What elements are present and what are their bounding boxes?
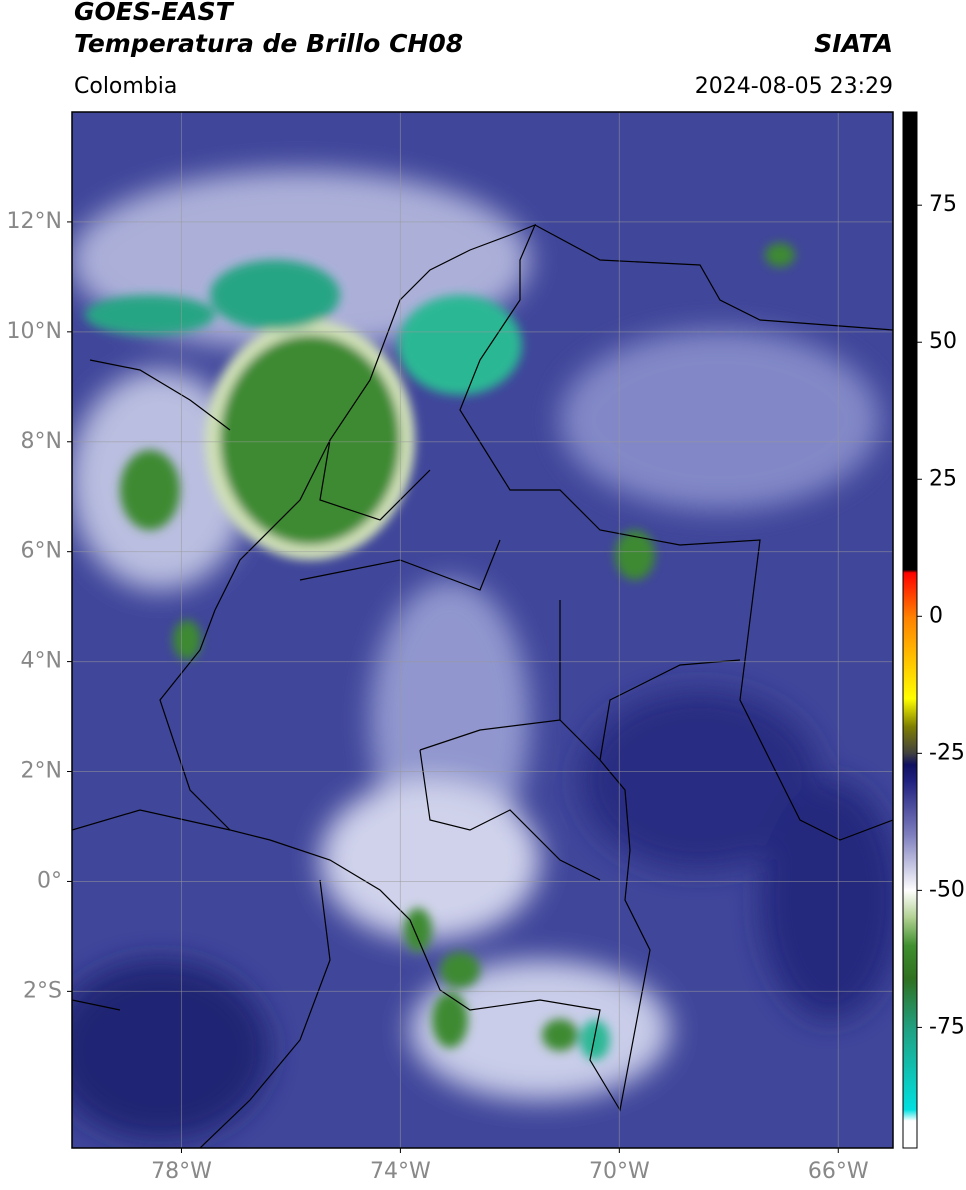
colorbar-segment <box>903 835 917 891</box>
colorbar-segment <box>903 764 917 782</box>
datetime: 2024-08-05 23:29 <box>695 74 893 99</box>
colorbar-segment <box>903 780 917 837</box>
colorbar-segment <box>903 1109 917 1122</box>
lon-tick-label: 70°W <box>589 1159 650 1184</box>
lat-tick-label: 12°N <box>7 209 62 234</box>
lat-tick-label: 2°S <box>23 978 62 1003</box>
map-frame <box>71 111 894 1149</box>
colorbar-segment <box>903 978 917 1028</box>
colorbar-tick-label: -75 <box>929 1014 965 1039</box>
colorbar-tick-label: 25 <box>929 466 957 491</box>
colorbar-segment <box>903 753 917 765</box>
lon-tick-label: 78°W <box>151 1159 212 1184</box>
colorbar-segment <box>903 890 917 919</box>
region: Colombia <box>74 74 177 99</box>
lat-tick-label: 2°N <box>21 759 62 784</box>
colorbar-segment <box>903 945 917 979</box>
satellite-image <box>72 112 893 1148</box>
source: SIATA <box>814 29 893 58</box>
subtitle: Temperatura de Brillo CH08 <box>74 29 463 58</box>
lon-tick-label: 66°W <box>808 1159 869 1184</box>
colorbar-tick-label: -25 <box>929 740 965 765</box>
lat-tick-label: 8°N <box>21 429 62 454</box>
colorbar-segment <box>903 572 917 617</box>
colorbar: 75 50 25 0 -25 -50 -75 <box>902 111 965 1149</box>
colorbar-segment <box>903 112 917 571</box>
colorbar-frame <box>902 111 918 1149</box>
lon-tick-label: 74°W <box>370 1159 431 1184</box>
colorbar-segment <box>903 698 917 727</box>
colorbar-segment <box>903 725 917 754</box>
colorbar-segment <box>903 1027 917 1111</box>
colorbar-tick-label: 0 <box>929 603 943 628</box>
colorbar-segment <box>903 1120 917 1149</box>
colorbar-segment <box>903 917 917 946</box>
title: GOES-EAST <box>74 0 235 26</box>
lat-tick-label: 10°N <box>7 319 62 344</box>
borders <box>72 223 893 1148</box>
colorbar-segment <box>903 569 917 573</box>
lat-tick-label: 0° <box>37 868 62 893</box>
colorbar-tick-label: 75 <box>929 192 957 217</box>
graticule: 12°N 10°N 8°N 6°N 4°N 2°N 0° 2°S 78°W 74°W 70°W 66°… <box>7 112 893 1184</box>
colorbar-segment <box>903 616 917 700</box>
colorbar-tick-label: 50 <box>929 329 957 354</box>
lat-tick-label: 6°N <box>21 539 62 564</box>
lat-tick-label: 4°N <box>21 649 62 674</box>
colorbar-tick-label: -50 <box>929 877 965 902</box>
